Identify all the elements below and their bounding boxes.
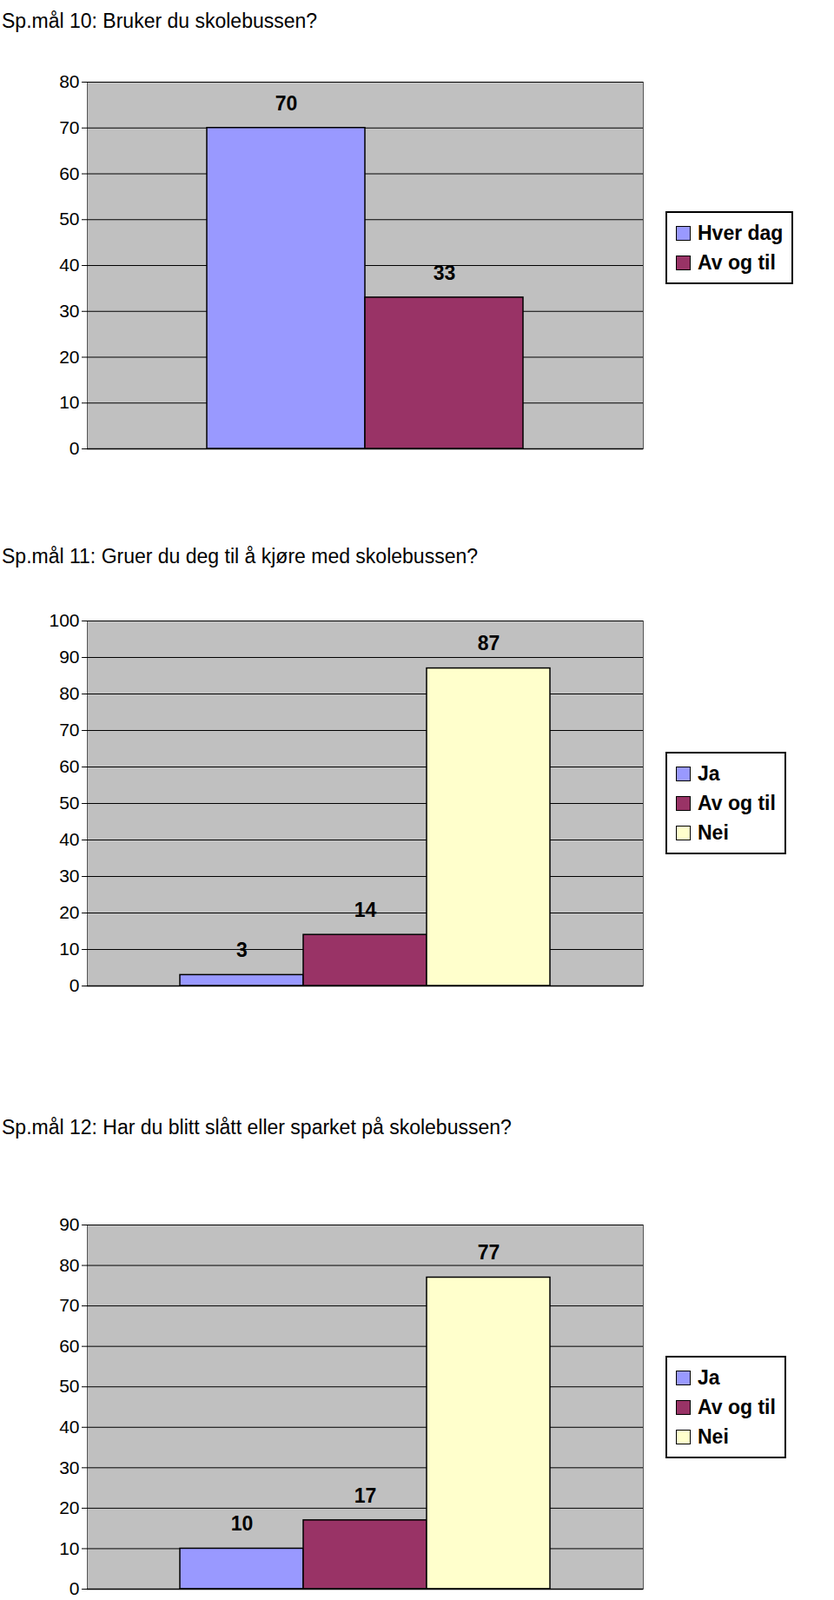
svg-text:50: 50 xyxy=(59,792,80,813)
svg-text:10: 10 xyxy=(59,391,80,412)
svg-text:20: 20 xyxy=(59,1496,80,1517)
svg-text:50: 50 xyxy=(59,1375,80,1396)
html-text:Sp.mål 12: Har du blitt slått: Sp.mål 12: Har du blitt slått eller spar… xyxy=(1,1115,512,1139)
svg-text:17: 17 xyxy=(354,1483,378,1507)
svg-text:40: 40 xyxy=(59,1416,80,1437)
svg-text:3: 3 xyxy=(236,938,248,961)
svg-text:60: 60 xyxy=(59,1335,80,1356)
svg-text:70: 70 xyxy=(275,92,298,115)
html-text:Av og til: Av og til xyxy=(697,790,776,814)
svg-text:10: 10 xyxy=(231,1511,254,1535)
svg-text:70: 70 xyxy=(59,117,80,138)
svg-text:80: 80 xyxy=(59,1254,80,1275)
svg-text:10: 10 xyxy=(59,938,80,959)
svg-text:90: 90 xyxy=(59,646,80,667)
svg-text:90: 90 xyxy=(59,1213,80,1234)
svg-text:33: 33 xyxy=(433,261,457,285)
html-text:Av og til: Av og til xyxy=(697,250,776,274)
svg-text:30: 30 xyxy=(59,865,80,886)
svg-text:70: 70 xyxy=(59,719,80,740)
svg-text:70: 70 xyxy=(59,1294,80,1315)
svg-text:40: 40 xyxy=(59,254,80,275)
svg-text:30: 30 xyxy=(59,1456,80,1477)
html-text:Hver dag: Hver dag xyxy=(697,221,784,244)
html-text:Ja: Ja xyxy=(697,1365,720,1388)
svg-text:0: 0 xyxy=(69,974,80,995)
svg-text:80: 80 xyxy=(59,71,80,92)
html-text:Nei: Nei xyxy=(697,1424,729,1447)
svg-text:100: 100 xyxy=(48,609,80,630)
svg-text:80: 80 xyxy=(59,682,80,703)
svg-text:60: 60 xyxy=(59,163,80,184)
svg-text:60: 60 xyxy=(59,755,80,776)
svg-text:40: 40 xyxy=(59,828,80,849)
svg-text:10: 10 xyxy=(59,1537,80,1558)
svg-text:0: 0 xyxy=(69,437,80,458)
html-text:Sp.mål 10: Bruker du skolebuss: Sp.mål 10: Bruker du skolebussen? xyxy=(1,9,318,33)
svg-text:20: 20 xyxy=(59,901,80,922)
html-text:Sp.mål 11: Gruer du deg til å: Sp.mål 11: Gruer du deg til å kjøre med … xyxy=(1,544,478,568)
svg-text:30: 30 xyxy=(59,300,80,321)
svg-text:50: 50 xyxy=(59,208,80,229)
svg-text:0: 0 xyxy=(69,1577,80,1597)
svg-text:20: 20 xyxy=(59,346,80,367)
html-text:Ja: Ja xyxy=(697,761,720,785)
html-text:Nei: Nei xyxy=(697,820,729,844)
svg-text:77: 77 xyxy=(477,1240,501,1264)
svg-text:14: 14 xyxy=(354,898,378,921)
svg-text:87: 87 xyxy=(477,631,501,655)
html-text:Av og til: Av og til xyxy=(697,1394,776,1418)
